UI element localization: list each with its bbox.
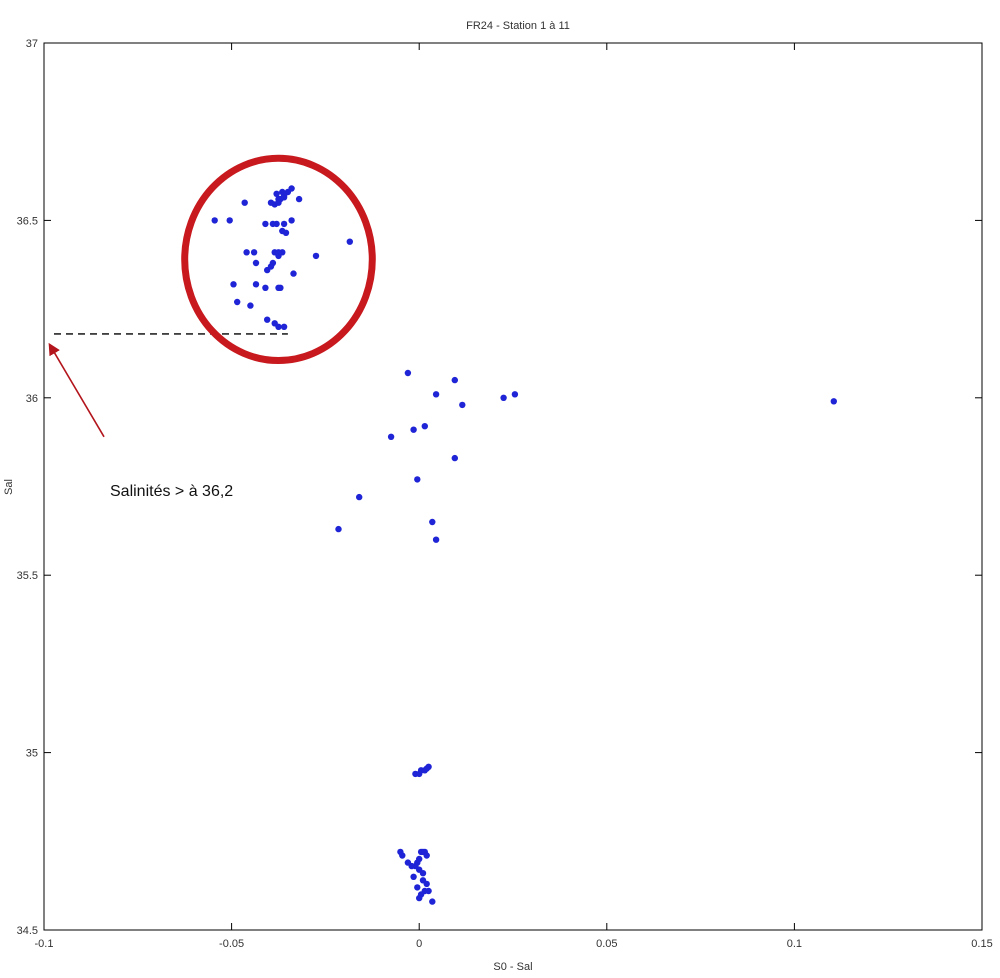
data-point — [432, 536, 440, 543]
x-tick-label: 0.15 — [971, 938, 992, 950]
x-tick-label: -0.1 — [35, 938, 54, 950]
data-point — [500, 394, 507, 401]
y-axis-title: Sal — [3, 479, 15, 495]
data-points — [211, 185, 837, 905]
data-point — [241, 199, 248, 206]
data-point — [277, 195, 284, 203]
data-point — [247, 302, 254, 309]
data-point — [262, 284, 269, 291]
y-tick-label: 35.5 — [17, 570, 38, 582]
y-tick-label: 36 — [26, 393, 38, 405]
data-point — [335, 525, 342, 533]
annotation-arrow — [48, 342, 105, 438]
data-point — [288, 185, 295, 192]
data-point — [410, 873, 417, 880]
data-point — [397, 848, 404, 856]
data-point — [425, 887, 432, 895]
data-point — [414, 884, 421, 891]
data-point — [226, 217, 233, 224]
data-point — [459, 401, 466, 409]
data-point — [312, 252, 320, 260]
data-point — [346, 238, 353, 245]
data-point — [280, 220, 288, 228]
x-tick-label: 0.05 — [596, 938, 617, 950]
data-point — [264, 316, 271, 323]
plot-area — [43, 42, 983, 931]
data-point — [830, 398, 837, 405]
data-point — [234, 298, 241, 306]
data-point — [282, 229, 290, 236]
data-point — [230, 281, 237, 288]
data-point — [290, 270, 297, 277]
y-tick-label: 36.5 — [17, 215, 38, 227]
data-point — [451, 454, 458, 462]
data-point — [429, 898, 436, 905]
data-point — [423, 765, 430, 772]
x-axis: -0.1 -0.05 0 0.05 0.1 0.15 — [35, 43, 993, 950]
data-point — [416, 894, 423, 902]
data-point — [275, 284, 282, 291]
data-point — [279, 188, 286, 196]
data-point — [262, 220, 269, 228]
data-point — [252, 281, 260, 288]
data-point — [295, 195, 303, 203]
data-point — [271, 320, 278, 327]
data-point — [273, 190, 280, 197]
data-point — [252, 259, 260, 267]
data-point — [267, 263, 275, 270]
data-point — [211, 217, 218, 224]
data-point — [511, 391, 519, 398]
data-point — [280, 323, 288, 330]
y-tick-label: 34.5 — [17, 925, 38, 937]
data-point — [451, 376, 458, 384]
highlight-circle — [181, 154, 376, 365]
y-tick-label: 35 — [26, 748, 38, 760]
data-point — [410, 426, 417, 433]
data-point — [387, 433, 395, 440]
chart-title: FR24 - Station 1 à 11 — [466, 20, 570, 32]
data-point — [432, 391, 440, 398]
annotation-text: Salinités > à 36,2 — [110, 483, 233, 500]
data-point — [267, 199, 275, 206]
y-axis: 34.5 35 35.5 36 36.5 37 — [17, 38, 982, 937]
data-point — [356, 493, 363, 501]
data-point — [269, 220, 277, 228]
x-axis-title: S0 - Sal — [493, 961, 532, 973]
data-point — [419, 870, 427, 877]
y-tick-label: 37 — [26, 38, 38, 50]
data-point — [250, 249, 258, 256]
data-point — [414, 476, 421, 483]
data-point — [429, 518, 436, 526]
data-point — [404, 369, 412, 377]
data-point — [423, 880, 430, 888]
data-point — [423, 852, 430, 859]
x-tick-label: 0.1 — [787, 938, 802, 950]
data-point — [421, 423, 428, 430]
data-point — [243, 249, 250, 256]
data-point — [288, 217, 295, 224]
x-tick-label: -0.05 — [219, 938, 244, 950]
data-point — [275, 249, 282, 256]
data-point — [404, 859, 412, 866]
x-tick-label: 0 — [416, 938, 422, 950]
